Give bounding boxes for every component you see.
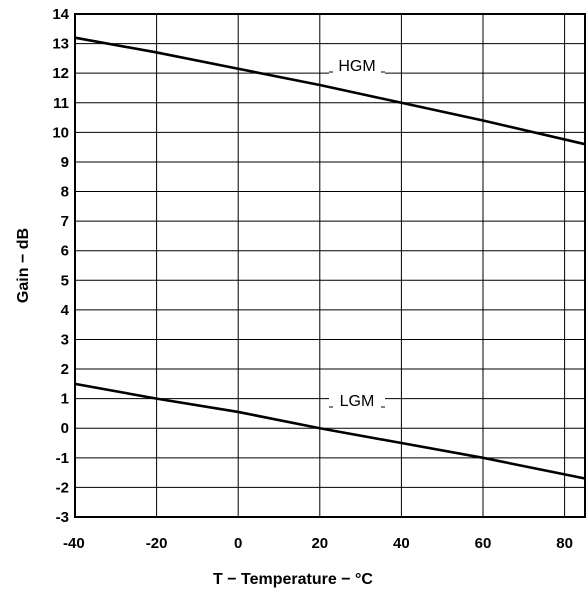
y-tick-label-10: 10 — [52, 124, 69, 141]
x-tick-label-80: 80 — [556, 535, 573, 552]
y-tick-label-11: 11 — [53, 95, 69, 112]
y-tick-label-6: 6 — [61, 243, 69, 260]
series-label-bg-lgm — [329, 393, 385, 411]
series-line-hgm — [74, 36, 586, 146]
series-lines — [74, 36, 586, 480]
y-tick-label-7: 7 — [61, 213, 69, 230]
series-label-bg-hgm — [329, 58, 385, 76]
y-tick-label-12: 12 — [52, 65, 69, 82]
y-tick-label-5: 5 — [61, 272, 69, 289]
y-tick-label-13: 13 — [52, 36, 69, 53]
y-tick-label-3: 3 — [61, 331, 69, 348]
y-tick-label--1: -1 — [56, 450, 69, 467]
y-tick-label-9: 9 — [61, 154, 69, 171]
x-tick-label-0: 0 — [234, 535, 242, 552]
series-line-lgm — [74, 382, 586, 480]
x-tick-label-60: 60 — [475, 535, 492, 552]
y-tick-label-0: 0 — [61, 420, 69, 437]
series-label-lgm: LGM — [340, 393, 375, 410]
y-tick-label--3: -3 — [56, 509, 69, 526]
y-tick-label-8: 8 — [61, 184, 69, 201]
y-tick-label-14: 14 — [52, 6, 69, 23]
x-axis-title: T − Temperature − °C — [213, 571, 373, 588]
y-tick-label-2: 2 — [61, 361, 69, 378]
y-axis-title: Gain − dB — [15, 228, 32, 303]
x-tick-label-20: 20 — [311, 535, 328, 552]
grid-lines — [74, 13, 585, 518]
x-tick-label--40: -40 — [63, 535, 85, 552]
x-tick-label--20: -20 — [146, 535, 168, 552]
x-tick-labels: -40 -20 0 20 40 60 80 — [63, 535, 573, 552]
series-labels: HGM LGM — [329, 58, 385, 411]
series-label-hgm: HGM — [338, 58, 375, 75]
y-tick-label--2: -2 — [56, 479, 69, 496]
x-tick-label-40: 40 — [393, 535, 410, 552]
plot-frame — [74, 13, 586, 518]
y-tick-label-4: 4 — [61, 302, 70, 319]
y-tick-label-1: 1 — [61, 391, 69, 408]
